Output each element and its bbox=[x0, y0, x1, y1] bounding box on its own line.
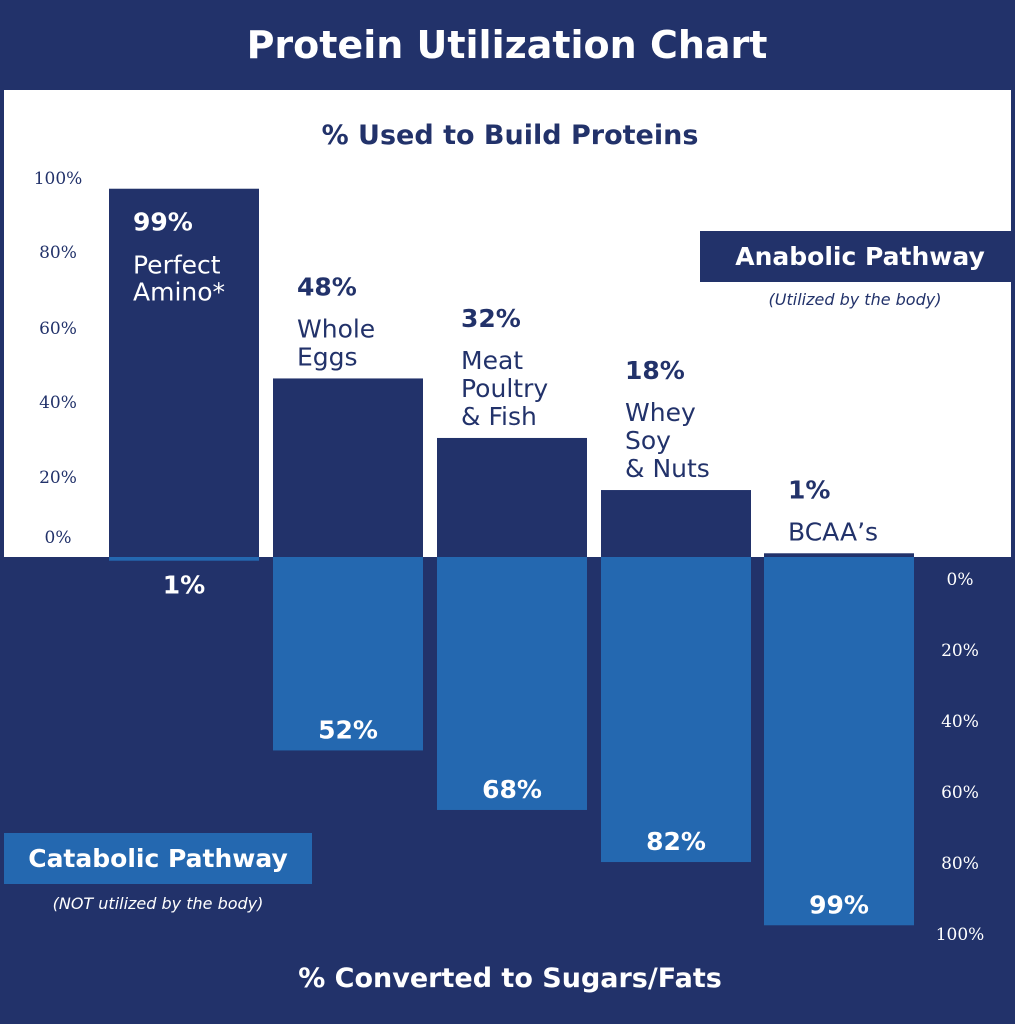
anabolic-legend-box bbox=[700, 231, 1015, 282]
top-tick-label: 60% bbox=[39, 319, 77, 339]
bottom-tick-label: 80% bbox=[941, 854, 979, 874]
anabolic-bar bbox=[764, 553, 914, 557]
catabolic-value-label: 99% bbox=[809, 890, 869, 919]
catabolic-value-label: 52% bbox=[318, 715, 378, 744]
catabolic-bar bbox=[764, 557, 914, 926]
bottom-tick-label: 20% bbox=[941, 641, 979, 661]
anabolic-value-label: 18% bbox=[625, 356, 685, 385]
catabolic-value-label: 68% bbox=[482, 775, 542, 804]
anabolic-legend-label: Anabolic Pathway bbox=[735, 242, 985, 271]
top-tick-label: 20% bbox=[39, 468, 77, 488]
category-label: Soy bbox=[625, 426, 671, 455]
chart-title: Protein Utilization Chart bbox=[247, 23, 768, 67]
catabolic-bar bbox=[273, 557, 423, 751]
catabolic-value-label: 82% bbox=[646, 827, 706, 856]
top-axis-title: % Used to Build Proteins bbox=[322, 120, 699, 151]
category-label: BCAA’s bbox=[788, 517, 878, 546]
catabolic-value-label: 1% bbox=[163, 571, 205, 600]
category-label: Amino* bbox=[133, 278, 225, 307]
anabolic-bar bbox=[437, 437, 587, 557]
category-label: Perfect bbox=[133, 251, 221, 280]
category-label: Poultry bbox=[461, 374, 548, 403]
catabolic-legend-note: (NOT utilized by the body) bbox=[53, 894, 264, 913]
top-tick-label: 100% bbox=[34, 169, 83, 189]
bottom-axis-title: % Converted to Sugars/Fats bbox=[298, 963, 722, 994]
catabolic-legend-box bbox=[4, 833, 312, 884]
catabolic-legend-label: Catabolic Pathway bbox=[28, 844, 288, 873]
category-label: Meat bbox=[461, 346, 523, 375]
bottom-tick-label: 100% bbox=[936, 925, 985, 945]
category-label: Eggs bbox=[297, 342, 358, 371]
anabolic-bar bbox=[273, 378, 423, 557]
anabolic-value-label: 1% bbox=[788, 475, 830, 504]
anabolic-bar bbox=[109, 188, 259, 557]
bottom-tick-label: 0% bbox=[947, 570, 974, 590]
category-label: Whole bbox=[297, 314, 375, 343]
category-label: & Nuts bbox=[625, 454, 710, 483]
top-tick-label: 0% bbox=[45, 528, 72, 548]
top-tick-label: 80% bbox=[39, 243, 77, 263]
anabolic-value-label: 99% bbox=[133, 208, 193, 237]
bottom-tick-label: 60% bbox=[941, 783, 979, 803]
catabolic-bar bbox=[437, 557, 587, 810]
top-tick-label: 40% bbox=[39, 393, 77, 413]
anabolic-legend-note: (Utilized by the body) bbox=[769, 290, 942, 309]
category-label: Whey bbox=[625, 398, 696, 427]
category-label: & Fish bbox=[461, 402, 537, 431]
anabolic-value-label: 48% bbox=[297, 272, 357, 301]
bottom-tick-label: 40% bbox=[941, 712, 979, 732]
anabolic-bar bbox=[601, 490, 751, 557]
catabolic-bar bbox=[601, 557, 751, 863]
anabolic-value-label: 32% bbox=[461, 304, 521, 333]
catabolic-bar bbox=[109, 557, 259, 561]
